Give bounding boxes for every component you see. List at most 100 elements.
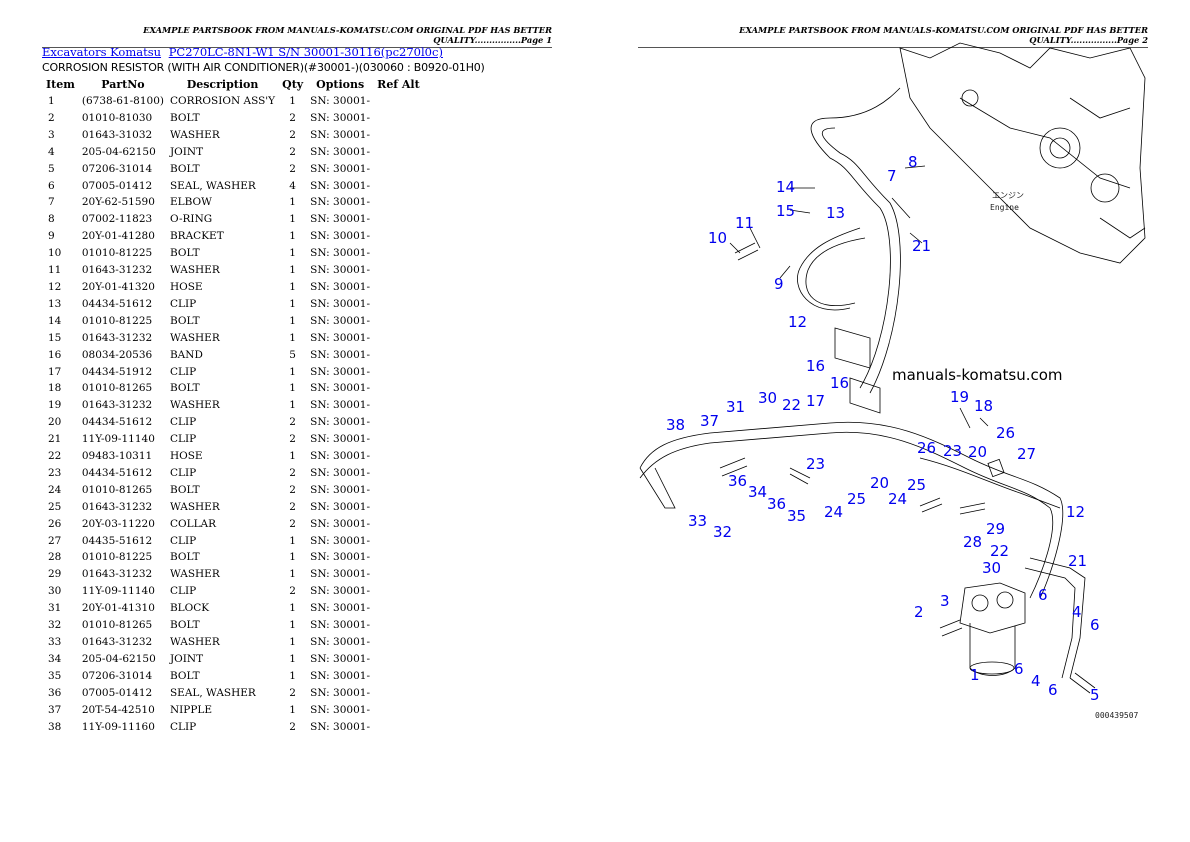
description-cell: BLOCK [169,602,210,615]
item-cell: 6 [48,179,55,192]
item-cell: 12 [48,280,62,293]
description-cell: BOLT [169,111,200,124]
callout-32: 32 [713,523,732,541]
partno-cell: 20Y-01-41310 [81,602,155,615]
callout-34: 34 [748,483,767,501]
callout-30: 30 [758,389,777,407]
description-cell: CLIP [169,466,197,479]
partno-cell: 04434-51612 [81,297,153,310]
table-row: 27 04435-51612 CLIP 1 SN: 30001- [42,533,424,550]
qty-cell: 1 [289,230,296,243]
table-row: 37 20T-54-42510 NIPPLE 1 SN: 30001- [42,702,424,719]
qty-cell: 1 [289,297,296,310]
breadcrumb-link-excavators[interactable]: Excavators Komatsu [42,45,162,59]
refalt-cell [373,313,424,330]
callout-22: 22 [990,542,1009,560]
partno-cell: 04434-51612 [81,466,153,479]
qty-cell: 1 [289,636,296,648]
callout-25: 25 [847,490,866,508]
callout-11: 11 [735,214,754,232]
breadcrumb-link-model[interactable]: PC270LC-8N1-W1 S/N 30001-30116(pc270l0c) [168,45,443,59]
callout-21: 21 [912,237,931,255]
partno-cell: 01010-81265 [81,483,153,496]
item-cell: 4 [48,145,55,158]
table-row: 8 07002-11823 O-RING 1 SN: 30001- [42,211,424,228]
partno-cell: 04434-51612 [81,416,153,429]
table-row: 30 11Y-09-11140 CLIP 2 SN: 30001- [42,583,424,600]
callout-5: 5 [1090,686,1100,704]
refalt-cell [373,380,424,397]
partno-cell: 07002-11823 [81,213,153,226]
options-cell: SN: 30001- [310,433,371,446]
partno-cell: 01010-81030 [81,111,153,124]
description-cell: WASHER [169,636,220,648]
page-title: CORROSION RESISTOR (WITH AIR CONDITIONER… [42,61,485,74]
item-cell: 19 [48,399,62,412]
callout-35: 35 [787,507,806,525]
item-cell: 24 [48,483,62,496]
callout-24: 24 [824,503,843,521]
partno-cell: 01010-81225 [81,247,153,260]
qty-cell: 2 [289,686,296,699]
description-cell: CLIP [169,416,197,429]
refalt-cell [373,279,424,296]
item-cell: 33 [48,636,62,648]
description-cell: JOINT [169,145,204,158]
partno-cell: (6738-61-8100) [81,95,164,107]
item-cell: 31 [48,602,62,615]
item-cell: 3 [48,128,55,141]
table-row: 24 01010-81265 BOLT 2 SN: 30001- [42,482,424,499]
table-row: 22 09483-10311 HOSE 1 SN: 30001- [42,448,424,465]
callout-6: 6 [1038,586,1048,604]
options-cell: SN: 30001- [310,500,371,513]
item-cell: 17 [48,365,62,378]
callout-23: 23 [806,455,825,473]
item-cell: 25 [48,500,62,513]
callout-30: 30 [982,559,1001,577]
table-row: 17 04434-51912 CLIP 1 SN: 30001- [42,364,424,381]
callout-36: 36 [728,472,747,490]
refalt-cell [373,431,424,448]
callout-15: 15 [776,202,795,220]
qty-cell: 1 [289,602,296,615]
qty-cell: 4 [289,179,296,192]
item-cell: 13 [48,297,62,310]
options-cell: SN: 30001- [310,145,371,158]
options-cell: SN: 30001- [310,602,371,615]
table-row: 36 07005-01412 SEAL, WASHER 2 SN: 30001- [42,685,424,702]
qty-cell: 1 [289,652,296,665]
qty-cell: 2 [289,162,296,175]
column-header-qty: Qty [282,78,304,91]
options-cell: SN: 30001- [310,720,371,733]
refalt-cell [373,414,424,431]
item-cell: 26 [48,517,62,530]
options-cell: SN: 30001- [310,247,371,260]
partno-cell: 20Y-03-11220 [81,517,155,530]
options-cell: SN: 30001- [310,534,371,547]
partno-cell: 07005-01412 [81,686,153,699]
item-cell: 22 [48,450,62,463]
partno-cell: 01643-31232 [81,568,153,581]
description-cell: WASHER [169,331,220,344]
callout-19: 19 [950,388,969,406]
description-cell: CLIP [169,297,197,310]
qty-cell: 2 [289,433,296,446]
partno-cell: 01010-81265 [81,382,153,395]
options-cell: SN: 30001- [310,314,371,327]
description-cell: CLIP [169,433,197,446]
options-cell: SN: 30001- [310,686,371,699]
options-cell: SN: 30001- [310,669,371,682]
refalt-cell [373,719,424,736]
item-cell: 30 [48,585,62,598]
column-header-description: Description [186,78,259,91]
options-cell: SN: 30001- [310,196,371,209]
table-row: 21 11Y-09-11140 CLIP 2 SN: 30001- [42,431,424,448]
options-cell: SN: 30001- [310,179,371,192]
description-cell: BOLT [169,247,200,260]
options-cell: SN: 30001- [310,450,371,463]
qty-cell: 2 [289,585,296,598]
qty-cell: 2 [289,145,296,158]
qty-cell: 1 [289,280,296,293]
callout-6: 6 [1014,660,1024,678]
